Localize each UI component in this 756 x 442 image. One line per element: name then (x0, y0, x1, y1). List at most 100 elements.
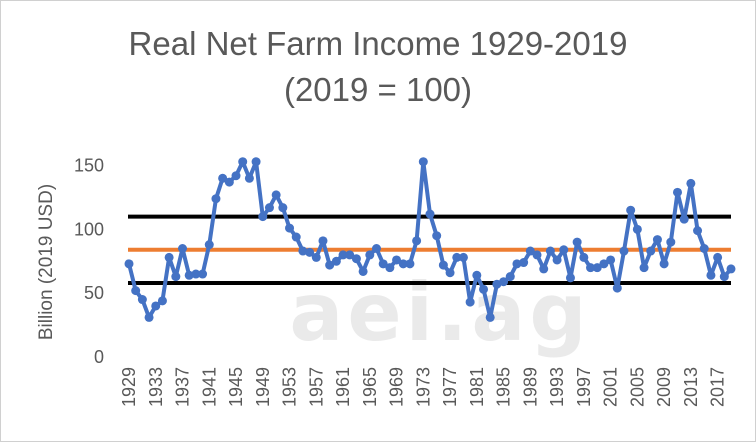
data-point (599, 259, 609, 269)
data-point (565, 273, 575, 283)
data-point (639, 263, 649, 273)
data-point (137, 295, 147, 305)
data-point (325, 260, 335, 270)
y-axis-title: Billion (2019 USD) (36, 184, 57, 340)
x-tick-label: 1977 (440, 367, 460, 407)
data-point (525, 246, 535, 256)
data-point (512, 259, 522, 269)
x-tick-label: 2009 (654, 367, 674, 407)
data-point (699, 244, 709, 253)
data-point (693, 226, 703, 236)
data-point (178, 244, 188, 253)
data-point (626, 205, 636, 215)
watermark-text: aei.ag (289, 266, 590, 359)
data-point (472, 270, 482, 280)
data-point (124, 259, 134, 269)
x-tick-label: 1993 (547, 367, 567, 407)
y-tick-label: 150 (74, 156, 104, 176)
data-point (371, 244, 381, 253)
y-axis: 0 50 100 150 (74, 156, 104, 367)
data-point (465, 297, 475, 307)
data-point (285, 223, 295, 233)
data-point (398, 259, 408, 269)
x-tick-label: 1989 (520, 367, 540, 407)
x-tick-label: 1945 (226, 367, 246, 407)
data-point (345, 250, 355, 260)
data-point (412, 236, 422, 246)
data-point (298, 246, 308, 256)
x-tick-label: 1949 (253, 367, 273, 407)
x-tick-label: 1997 (574, 367, 594, 407)
data-point (579, 252, 589, 262)
data-point (405, 259, 415, 269)
data-point (726, 264, 736, 274)
data-point (365, 250, 375, 260)
x-tick-label: 1953 (280, 367, 300, 407)
data-point (385, 263, 395, 273)
data-point (291, 232, 301, 242)
data-point (532, 250, 542, 260)
data-point (619, 246, 629, 256)
data-point (171, 272, 181, 282)
y-tick-label: 50 (84, 283, 104, 303)
data-point (144, 312, 154, 322)
x-tick-label: 1985 (494, 367, 514, 407)
data-point (278, 203, 288, 213)
chart-subtitle: (2019 = 100) (283, 71, 473, 108)
data-point (445, 268, 455, 278)
data-point (606, 255, 616, 265)
x-tick-label: 1937 (173, 367, 193, 407)
x-tick-label: 1933 (146, 367, 166, 407)
data-point (198, 269, 208, 279)
data-point (251, 157, 261, 167)
data-point (706, 270, 716, 280)
data-point (545, 246, 555, 256)
data-point (271, 190, 281, 200)
data-point (485, 312, 495, 322)
data-point (184, 270, 194, 280)
data-point (713, 252, 723, 262)
data-point (519, 258, 529, 268)
data-point (539, 264, 549, 274)
x-tick-label: 1981 (467, 367, 487, 407)
x-tick-label: 2001 (601, 367, 621, 407)
data-point (499, 277, 509, 287)
data-point (458, 252, 468, 262)
data-point (392, 255, 402, 265)
x-tick-label: 1965 (360, 367, 380, 407)
data-point (559, 245, 569, 255)
series-points (124, 157, 736, 322)
data-point (586, 263, 596, 273)
data-point (338, 250, 348, 260)
data-point (659, 259, 669, 269)
data-point (331, 256, 341, 266)
data-point (552, 255, 562, 265)
x-tick-label: 1961 (333, 367, 353, 407)
data-point (632, 224, 642, 234)
data-point (231, 171, 241, 181)
data-point (164, 252, 174, 262)
data-point (238, 157, 248, 167)
x-tick-label: 1969 (387, 367, 407, 407)
data-point (719, 272, 729, 282)
data-point (452, 252, 462, 262)
y-tick-label: 100 (74, 219, 104, 239)
x-tick-label: 2013 (681, 367, 701, 407)
data-point (672, 187, 682, 197)
data-point (224, 177, 234, 187)
data-point (358, 266, 368, 276)
data-point (258, 212, 268, 222)
data-point (666, 237, 676, 247)
data-point (679, 214, 689, 224)
data-point (151, 301, 161, 311)
x-tick-label: 1929 (119, 367, 139, 407)
data-point (264, 203, 274, 213)
data-point (204, 240, 214, 250)
y-tick-label: 0 (94, 347, 104, 367)
data-point (305, 247, 315, 257)
x-tick-label: 1941 (199, 367, 219, 407)
data-point (218, 173, 228, 183)
data-point (425, 209, 435, 219)
x-axis: 1929 1933 1937 1941 1945 1949 1953 1957 1961 1965… (119, 367, 728, 407)
data-point (157, 296, 167, 306)
